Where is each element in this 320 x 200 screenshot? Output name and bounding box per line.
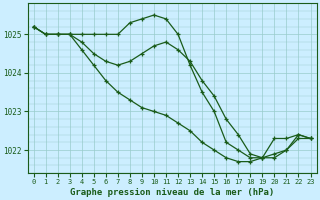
X-axis label: Graphe pression niveau de la mer (hPa): Graphe pression niveau de la mer (hPa) <box>70 188 274 197</box>
